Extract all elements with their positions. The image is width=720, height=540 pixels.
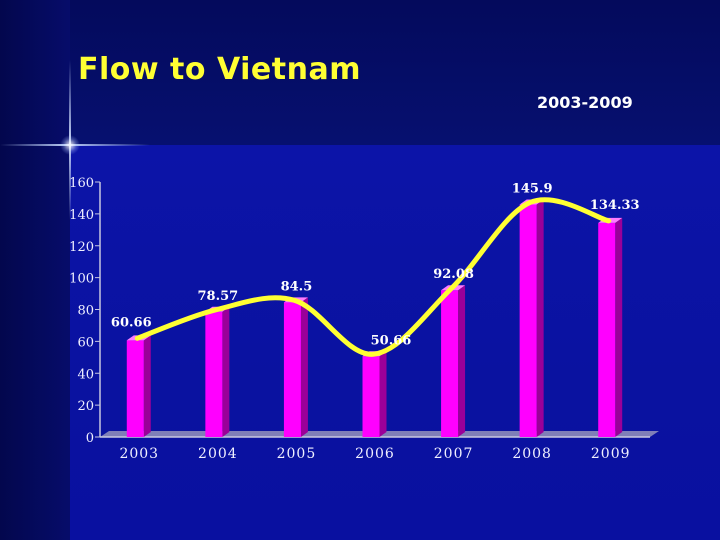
data-label: 78.57 xyxy=(197,289,238,304)
bar-2008 xyxy=(519,199,544,437)
bar-front xyxy=(519,204,537,437)
bar-front xyxy=(441,290,459,437)
bar-side xyxy=(615,217,623,437)
chart-bars xyxy=(126,199,623,437)
bar-side xyxy=(143,335,151,437)
slide-title: Flow to Vietnam xyxy=(78,52,361,87)
x-tick-label: 2003 xyxy=(119,446,159,462)
bar-2009 xyxy=(598,217,623,437)
chart-trend xyxy=(134,197,612,357)
y-tick-label: 160 xyxy=(69,176,94,191)
trend-line xyxy=(134,197,612,357)
x-tick-label: 2006 xyxy=(355,446,395,462)
y-tick-label: 40 xyxy=(77,367,94,382)
bar-side xyxy=(300,297,308,437)
bar-2007 xyxy=(441,285,466,437)
bar-front xyxy=(362,356,380,437)
y-tick-label: 140 xyxy=(69,208,94,223)
data-label: 145.9 xyxy=(512,181,553,196)
bar-side xyxy=(379,351,387,437)
chart-data-labels: 60.66 78.57 84.5 50.66 92.08 145.9 134.33 xyxy=(111,181,640,348)
bar-side xyxy=(458,285,466,437)
data-label: 60.66 xyxy=(111,315,152,330)
bar-front xyxy=(126,340,144,437)
x-tick-label: 2008 xyxy=(512,446,552,462)
bar-side xyxy=(536,199,544,437)
x-tick-label: 2009 xyxy=(591,446,631,462)
data-label: 134.33 xyxy=(590,198,640,213)
bar-front xyxy=(283,302,301,437)
y-tick-label: 100 xyxy=(69,272,94,287)
header-band xyxy=(0,0,720,145)
bar-2006 xyxy=(362,351,387,437)
bar-front xyxy=(205,311,223,437)
x-tick-label: 2007 xyxy=(434,446,474,462)
bar-front xyxy=(598,222,616,437)
bar-2005 xyxy=(283,297,308,437)
y-tick-label: 120 xyxy=(69,240,94,255)
slide-subtitle: 2003-2009 xyxy=(537,93,633,112)
y-tick-label: 80 xyxy=(77,304,94,319)
x-tick-label: 2005 xyxy=(277,446,317,462)
y-tick-label: 20 xyxy=(77,399,94,414)
data-label: 50.66 xyxy=(371,333,412,348)
x-tick-label: 2004 xyxy=(198,446,238,462)
light-flare-center xyxy=(60,135,80,155)
y-tick-label: 0 xyxy=(86,431,94,446)
left-band xyxy=(0,0,70,540)
data-label: 84.5 xyxy=(281,279,313,294)
bar-2003 xyxy=(126,335,151,437)
y-tick-label: 60 xyxy=(77,335,94,350)
bar-side xyxy=(222,306,230,437)
data-label: 92.08 xyxy=(433,267,474,282)
bar-2004 xyxy=(205,306,230,437)
